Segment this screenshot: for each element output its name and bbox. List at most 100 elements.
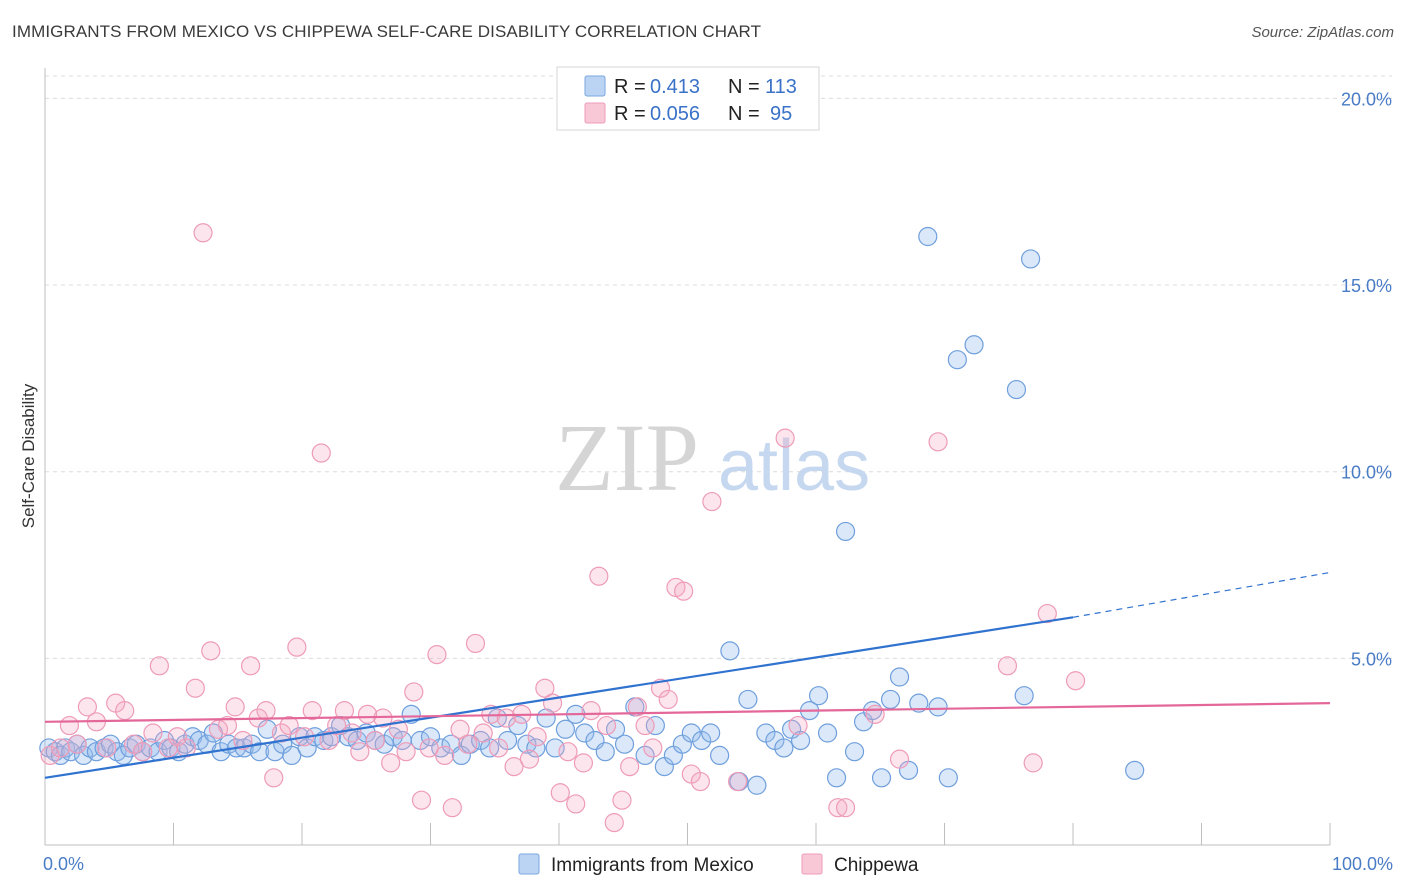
y-tick-label: 20.0% <box>1341 89 1392 109</box>
data-point-mexico <box>614 734 635 754</box>
legend-n-label: N = <box>728 76 760 98</box>
data-point-chippewa <box>77 697 98 717</box>
data-point-mexico <box>844 742 865 762</box>
data-point-mexico <box>918 226 938 247</box>
data-point-mexico <box>575 723 595 743</box>
data-point-mexico <box>889 667 910 687</box>
data-point-chippewa <box>350 742 370 762</box>
x-tick-label: 0.0% <box>43 854 84 874</box>
data-point-chippewa <box>589 566 609 586</box>
data-point-mexico <box>297 738 317 758</box>
data-point-chippewa <box>381 753 401 773</box>
data-point-chippewa <box>185 678 205 698</box>
data-point-mexico <box>1006 379 1027 400</box>
legend-bottom: Immigrants from Mexico Chippewa <box>518 853 919 876</box>
data-point-chippewa <box>319 730 339 751</box>
legend-n-value: 113 <box>765 76 797 98</box>
data-point-mexico <box>508 715 528 736</box>
trend-line-mexico-extension <box>1072 571 1331 618</box>
data-point-mexico <box>701 723 721 743</box>
data-point-chippewa <box>149 656 169 676</box>
data-point-mexico <box>55 738 76 758</box>
y-tick-label: 10.0% <box>1341 463 1392 483</box>
y-tick-labels: 5.0% 10.0% 15.0% 20.0% <box>1341 89 1392 669</box>
source-label: Source: ZipAtlas.com <box>1251 24 1394 41</box>
trend-line-mexico <box>44 616 1074 779</box>
data-point-chippewa <box>581 701 601 721</box>
data-point-mexico <box>710 745 730 766</box>
data-point-mexico <box>45 742 65 762</box>
data-point-chippewa <box>201 641 221 661</box>
data-point-chippewa <box>342 723 362 743</box>
data-point-chippewa <box>674 581 694 601</box>
data-point-chippewa <box>828 798 848 818</box>
data-point-chippewa <box>997 656 1018 676</box>
data-point-chippewa <box>279 715 299 736</box>
data-point-chippewa <box>643 738 663 758</box>
data-point-chippewa <box>133 742 153 762</box>
data-point-chippewa <box>604 813 624 833</box>
data-point-chippewa <box>50 738 71 758</box>
data-point-chippewa <box>442 798 462 818</box>
data-point-chippewa <box>435 745 455 766</box>
data-point-chippewa <box>97 738 117 758</box>
data-point-chippewa <box>573 753 594 773</box>
legend-bottom-label-mexico: Immigrants from Mexico <box>551 855 754 876</box>
data-point-chippewa <box>465 633 486 654</box>
x-tick-label: 100.0% <box>1332 854 1393 874</box>
data-point-chippewa <box>612 790 632 810</box>
data-point-mexico <box>73 745 94 766</box>
legend-r-value: 0.413 <box>650 76 700 98</box>
y-axis-label: Self-Care Disability <box>19 383 38 528</box>
data-point-mexico <box>1125 760 1145 780</box>
data-point-chippewa <box>396 742 416 762</box>
data-point-chippewa <box>627 697 647 717</box>
data-point-chippewa <box>115 701 135 721</box>
data-point-chippewa <box>241 656 261 676</box>
data-point-chippewa <box>550 783 570 803</box>
data-point-chippewa <box>496 708 516 728</box>
trend-line-chippewa <box>44 702 1331 723</box>
chart-title: IMMIGRANTS FROM MEXICO VS CHIPPEWA SELF-… <box>12 22 762 41</box>
data-point-mexico <box>545 738 565 758</box>
data-point-chippewa <box>264 768 284 788</box>
data-point-mexico <box>282 745 302 766</box>
data-point-chippewa <box>458 734 478 754</box>
data-point-chippewa <box>271 723 292 743</box>
data-point-chippewa <box>450 719 470 739</box>
data-point-mexico <box>909 693 929 713</box>
data-point-chippewa <box>620 757 640 777</box>
data-point-chippewa <box>67 734 87 754</box>
y-tick-label: 15.0% <box>1341 276 1392 296</box>
trend-lines <box>44 571 1331 779</box>
data-point-chippewa <box>225 697 245 717</box>
data-point-chippewa <box>419 738 439 758</box>
data-point-chippewa <box>558 742 578 762</box>
data-point-mexico <box>774 738 794 758</box>
data-point-mexico <box>720 641 740 661</box>
data-point-mexico <box>817 723 838 743</box>
data-point-chippewa <box>728 771 748 792</box>
data-point-chippewa <box>311 443 331 463</box>
data-point-chippewa <box>504 757 524 777</box>
data-point-chippewa <box>473 723 493 743</box>
data-point-chippewa <box>788 715 808 736</box>
legend-bottom-swatch-pink <box>801 853 823 875</box>
data-point-mexico <box>1020 249 1041 269</box>
legend-bottom-swatch-blue <box>518 853 540 875</box>
legend-n-value: 95 <box>770 103 792 125</box>
data-point-mexico <box>938 768 958 788</box>
data-point-mexico <box>1014 686 1034 706</box>
data-point-chippewa <box>404 682 424 702</box>
data-point-chippewa <box>193 223 213 243</box>
data-point-chippewa <box>59 715 80 736</box>
data-point-mexico <box>681 723 701 743</box>
data-point-chippewa <box>690 771 710 792</box>
data-point-mexico <box>100 734 121 754</box>
data-point-chippewa <box>176 738 196 758</box>
data-point-mexico <box>835 521 856 542</box>
data-point-mexico <box>871 768 892 788</box>
data-point-chippewa <box>702 491 722 512</box>
data-point-chippewa <box>357 704 378 724</box>
data-point-mexico <box>645 715 665 736</box>
